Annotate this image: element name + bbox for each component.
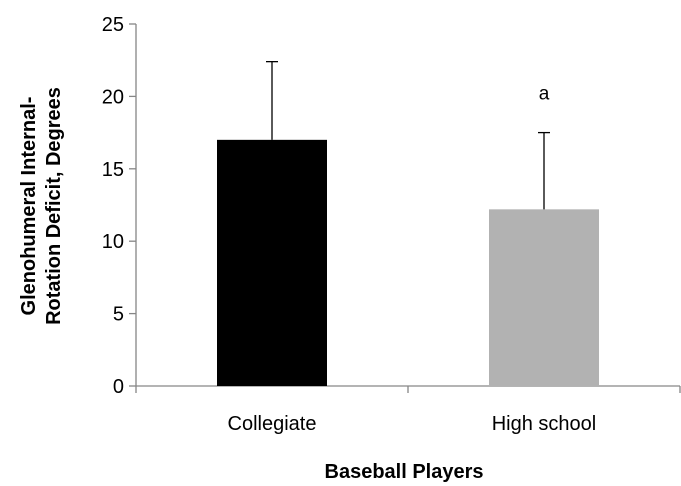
- significance-annotation: a: [539, 84, 550, 105]
- y-tick-label: 5: [113, 304, 124, 326]
- y-tick-label: 0: [113, 376, 124, 398]
- bar: [489, 209, 599, 386]
- bar: [217, 139, 327, 386]
- y-axis-title-line-1: Glenohumeral Internal-: [18, 97, 40, 316]
- y-tick-label: 25: [102, 14, 124, 36]
- y-tick-label: 20: [102, 86, 124, 108]
- x-tick-label: High school: [492, 413, 597, 435]
- y-tick-label: 10: [102, 231, 124, 253]
- plot-area: 0 5 10 15 20 25 Collegiate High school a: [102, 14, 681, 435]
- y-axis-title: Glenohumeral Internal- Rotation Deficit,…: [18, 87, 65, 325]
- x-tick-label: Collegiate: [228, 413, 317, 435]
- y-axis-title-line-2: Rotation Deficit, Degrees: [43, 87, 65, 325]
- x-axis-title: Baseball Players: [325, 461, 484, 483]
- y-tick-label: 15: [102, 159, 124, 181]
